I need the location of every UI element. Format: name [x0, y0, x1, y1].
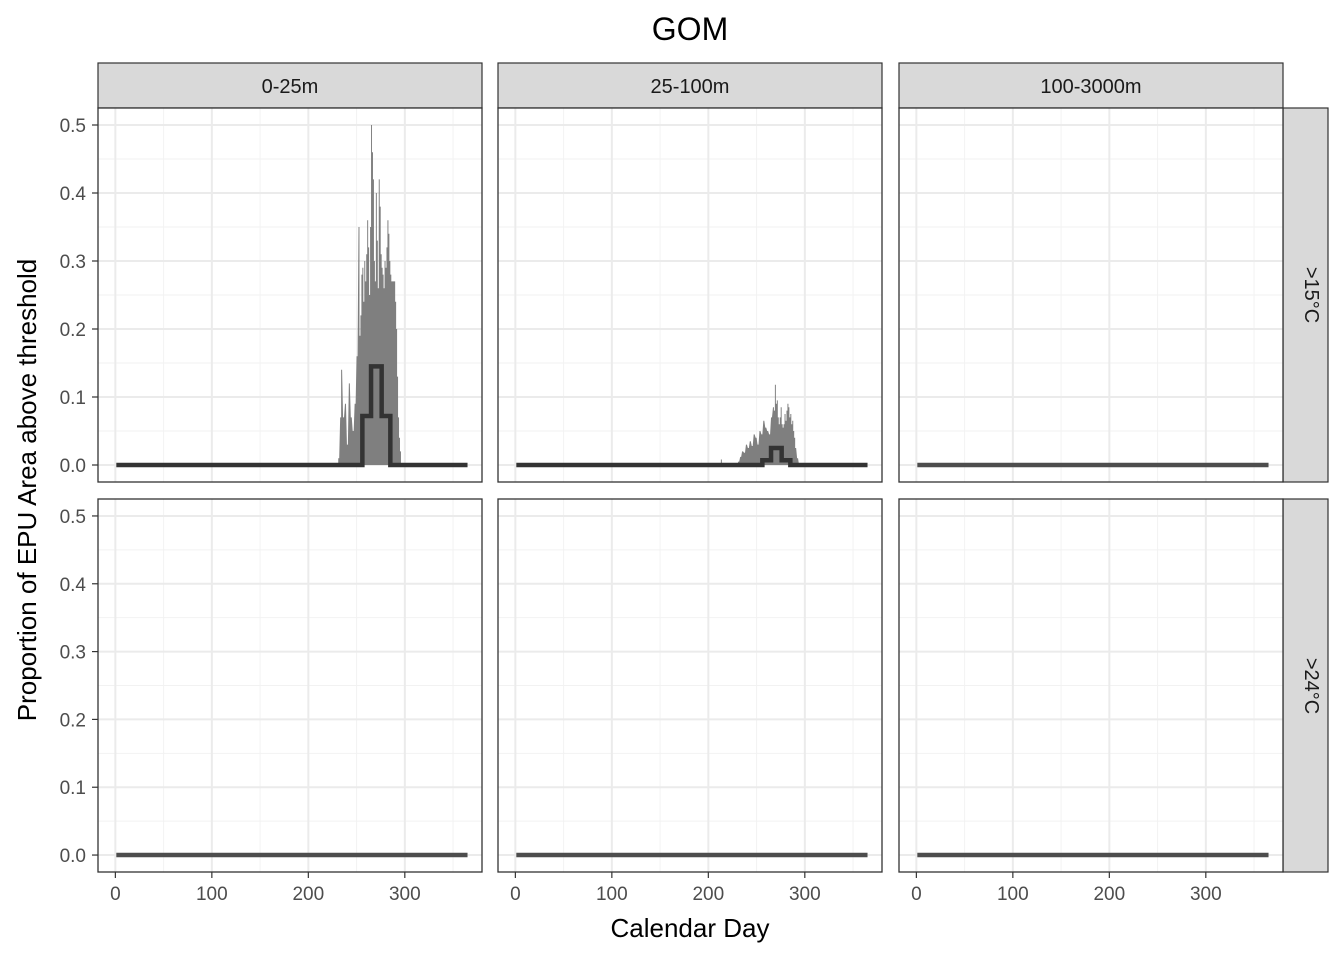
column-strip-label-1: 0-25m — [262, 76, 319, 98]
y-axis-label: Proportion of EPU Area above threshold — [12, 259, 42, 722]
x-tick-label: 100 — [997, 884, 1029, 905]
column-strip-1 — [97, 62, 483, 109]
mean-line-series — [516, 445, 868, 468]
mean-line-series — [116, 364, 468, 468]
panel-border — [97, 107, 483, 483]
panel-6: 0 100 200 300 — [898, 498, 1284, 905]
y-tick-label: 0.1 — [60, 778, 86, 799]
x-tick-label: 100 — [196, 884, 228, 905]
y-tick-label: 0.1 — [60, 388, 86, 409]
x-tick-label: 200 — [1093, 884, 1125, 905]
y-tick-label: 0.2 — [60, 710, 86, 731]
y-tick-label: 0.3 — [60, 643, 86, 664]
x-tick-label: 300 — [1190, 884, 1222, 905]
panel-border — [497, 107, 883, 483]
x-axis-label: Calendar Day — [611, 913, 770, 943]
x-tick-label: 0 — [510, 884, 521, 905]
x-tick-label: 0 — [110, 884, 121, 905]
y-tick-label: 0.3 — [60, 252, 86, 273]
column-strip-3 — [898, 62, 1284, 109]
y-tick-label: 0.4 — [60, 184, 87, 205]
daily-area-series — [337, 125, 402, 465]
row-strip-label-1: >15°C — [1300, 267, 1322, 323]
column-strip-2 — [497, 62, 883, 109]
y-tick-label: 0.5 — [60, 116, 86, 137]
panel-3 — [898, 107, 1284, 483]
daily-area-series — [719, 384, 800, 465]
x-tick-label: 300 — [389, 884, 421, 905]
x-tick-label: 0 — [911, 884, 922, 905]
row-strip-1 — [1282, 107, 1329, 483]
y-tick-label: 0.5 — [60, 507, 86, 528]
y-tick-label: 0.2 — [60, 320, 86, 341]
panel-border — [497, 498, 883, 873]
column-strip-label-2: 25-100m — [651, 76, 730, 98]
y-tick-label: 0.4 — [60, 575, 87, 596]
x-tick-label: 200 — [692, 884, 724, 905]
column-strip-label-3: 100-3000m — [1040, 76, 1141, 98]
row-strip-label-2: >24°C — [1300, 658, 1322, 714]
facet-strips — [97, 62, 1329, 873]
y-tick-label: 0.0 — [60, 456, 86, 477]
x-tick-label: 100 — [596, 884, 628, 905]
panel-4: 0.0 0.1 0.2 0.3 0.4 0.5 0 100 200 300 — [60, 498, 483, 905]
panel-5: 0 100 200 300 — [497, 498, 883, 905]
panel-2 — [497, 107, 883, 483]
panel-border — [97, 498, 483, 873]
x-tick-label: 200 — [292, 884, 324, 905]
panel-border — [898, 107, 1284, 483]
y-tick-label: 0.0 — [60, 846, 86, 867]
panel-1: 0.0 0.1 0.2 0.3 0.4 0.5 — [60, 107, 483, 483]
x-tick-label: 300 — [789, 884, 821, 905]
row-strip-2 — [1282, 498, 1329, 873]
chart-title: GOM — [652, 11, 728, 47]
panel-border — [898, 498, 1284, 873]
